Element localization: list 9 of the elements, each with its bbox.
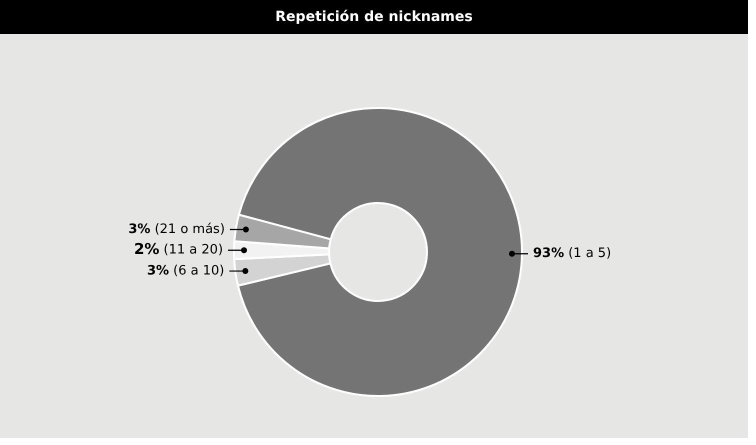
slice-label: (6 a 10) [169,263,224,278]
slice-label: (21 o más) [150,222,225,237]
data-label: 3% [128,222,150,237]
slice-label: (1 a 5) [564,246,612,262]
chart-title: Repetición de nicknames [0,0,748,34]
slice-label: (11 a 20) [159,242,224,258]
data-label: 2% [134,240,160,258]
data-label: 3% [146,263,170,278]
data-label: 93% [532,246,564,262]
